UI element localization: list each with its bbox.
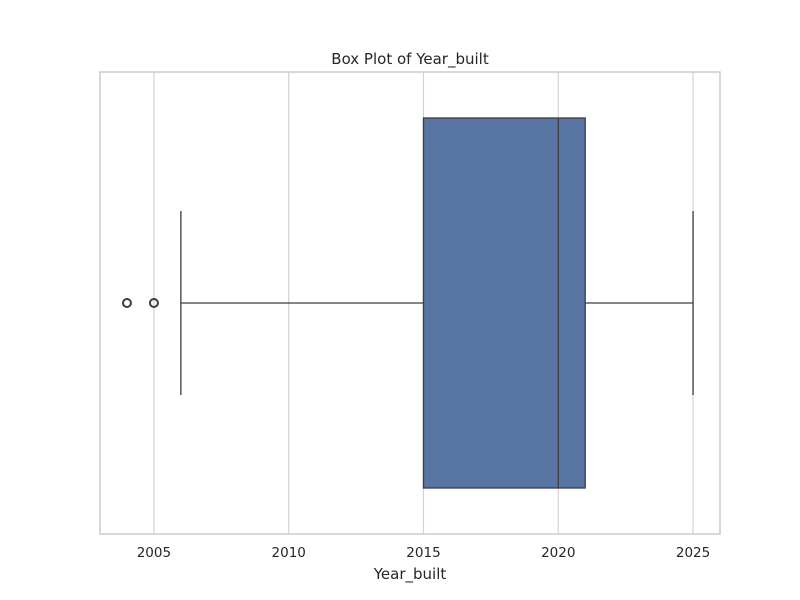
chart-title: Box Plot of Year_built — [331, 50, 489, 69]
x-tick-label: 2015 — [406, 545, 440, 561]
plot-area-frame — [99, 71, 721, 535]
x-tick-label: 2010 — [272, 545, 306, 561]
x-tick-label: 2025 — [676, 545, 710, 561]
outlier-point — [148, 298, 159, 308]
x-tick-label: 2005 — [137, 545, 171, 561]
outlier-point — [121, 298, 132, 308]
interquartile-box — [422, 117, 586, 489]
box-plot-series — [121, 117, 694, 489]
x-tick-labels: 2005 2010 2015 2020 2025 — [137, 545, 710, 561]
x-axis-label: Year_built — [373, 565, 447, 584]
x-tick-label: 2020 — [541, 545, 575, 561]
